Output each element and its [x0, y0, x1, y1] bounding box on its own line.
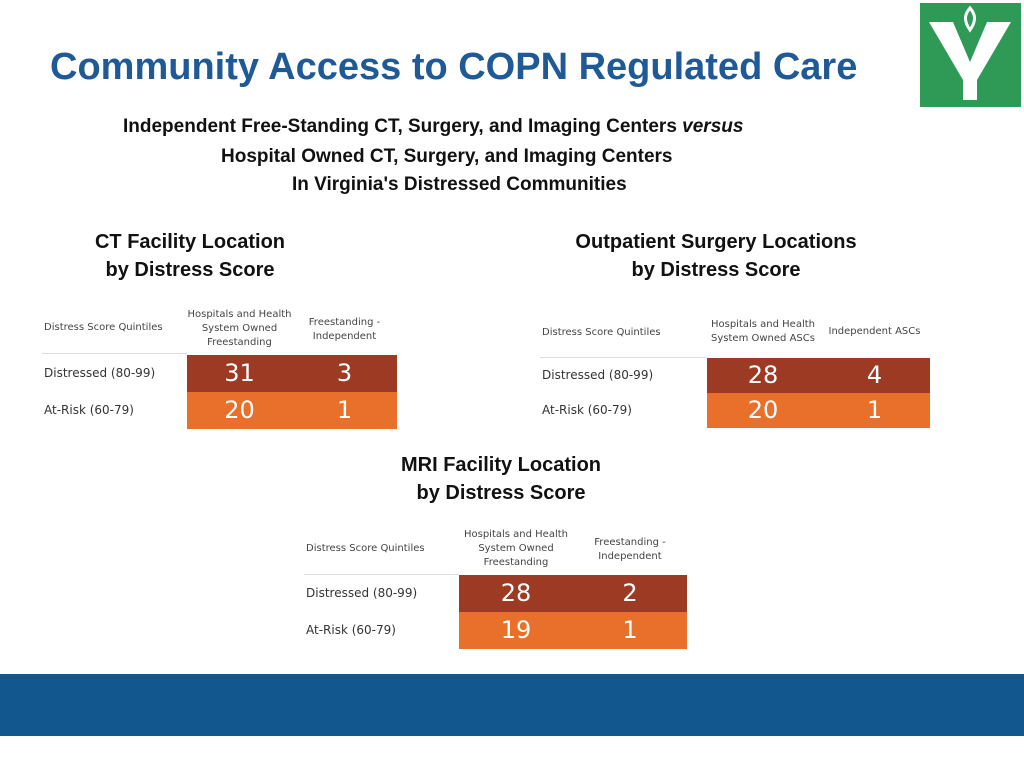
- surgery-title-line-2: by Distress Score: [631, 259, 801, 281]
- column-header-line: Freestanding -: [594, 537, 666, 548]
- subtitle-line-1-main: Independent Free-Standing CT, Surgery, a…: [123, 116, 683, 137]
- data-cell-value: 1: [336, 396, 353, 424]
- footer-bar: [0, 674, 1024, 736]
- row-label: At-Risk (60-79): [542, 402, 632, 417]
- column-header-line: Hospitals and Health: [187, 309, 292, 320]
- row-band: [459, 612, 687, 649]
- subtitle-line-2: Hospital Owned CT, Surgery, and Imaging …: [221, 146, 673, 167]
- row-label: Distressed (80-99): [306, 585, 418, 600]
- mri-title-line-1: MRI Facility Location: [400, 454, 602, 476]
- ct-facility-table: Distress Score Quintiles Hospitals and He…: [42, 300, 397, 429]
- row-band: [187, 392, 397, 429]
- column-header-line: Hospitals and Health: [463, 529, 569, 540]
- ct-title-line-2: by Distress Score: [105, 259, 275, 281]
- subtitle-line-1: Independent Free-Standing CT, Surgery, a…: [123, 116, 743, 138]
- column-header-line: Freestanding -: [308, 317, 381, 328]
- column-header: Hospitals and Health System Owned Freestan…: [459, 528, 573, 570]
- mri-title-line-2: by Distress Score: [416, 482, 586, 504]
- column-header-line: System Owned: [478, 543, 554, 554]
- data-cell-value: 19: [500, 616, 532, 644]
- mri-facility-table: Distress Score Quintiles Hospitals and He…: [304, 522, 687, 649]
- row-label: At-Risk (60-79): [306, 622, 396, 637]
- data-cell-value: 2: [622, 579, 638, 607]
- column-header-line: System Owned ASCs: [711, 333, 815, 344]
- row-label: Distressed (80-99): [44, 365, 156, 380]
- column-header: Hospitals and Health System Owned Freestan…: [187, 308, 292, 350]
- row-band: [707, 358, 930, 393]
- row-label: Distressed (80-99): [542, 367, 654, 382]
- column-header-line: Independent: [598, 551, 662, 562]
- data-cell-value: 20: [747, 396, 779, 424]
- data-cell-value: 4: [866, 361, 883, 389]
- row-band: [187, 355, 397, 392]
- column-header-line: Independent: [312, 331, 377, 342]
- column-header-line: Hospitals and Health: [710, 319, 816, 330]
- ct-section-title: CT Facility Location by Distress Score: [70, 228, 310, 284]
- data-cell-value: 31: [224, 359, 255, 387]
- column-header-line: Independent ASCs: [828, 326, 921, 337]
- brand-logo: [917, 0, 1024, 110]
- column-header-line: System Owned: [201, 323, 278, 334]
- row-header-label: Distress Score Quintiles: [44, 322, 163, 333]
- header-separator: [540, 357, 707, 358]
- surgery-title-line-1: Outpatient Surgery Locations: [575, 231, 857, 253]
- data-cell-value: 28: [500, 579, 532, 607]
- column-header: Freestanding - Independent: [573, 536, 687, 564]
- surgery-location-table: Distress Score Quintiles Hospitals and He…: [540, 308, 930, 428]
- column-header: Independent ASCs: [819, 325, 930, 339]
- data-cell-value: 28: [747, 361, 779, 389]
- ct-title-line-1: CT Facility Location: [94, 231, 286, 253]
- column-header-line: Freestanding: [483, 557, 549, 568]
- data-cell-value: 20: [224, 396, 255, 424]
- data-cell-value: 1: [622, 616, 638, 644]
- column-header: Freestanding - Independent: [292, 316, 397, 344]
- row-band: [459, 575, 687, 612]
- page-title: Community Access to COPN Regulated Care: [50, 46, 858, 88]
- column-header-line: Freestanding: [207, 337, 272, 348]
- row-header-label: Distress Score Quintiles: [542, 327, 661, 338]
- surgery-section-title: Outpatient Surgery Locations by Distress…: [540, 228, 892, 284]
- subtitle-line-1-emphasis: versus: [682, 116, 744, 137]
- row-band: [707, 393, 930, 428]
- header-separator: [304, 574, 459, 575]
- data-cell-value: 3: [336, 359, 353, 387]
- column-header: Hospitals and Health System Owned ASCs: [707, 318, 819, 346]
- row-label: At-Risk (60-79): [44, 402, 134, 417]
- mri-section-title: MRI Facility Location by Distress Score: [370, 451, 632, 507]
- data-cell-value: 1: [866, 396, 883, 424]
- y-logo-icon: [929, 5, 1011, 100]
- header-separator: [42, 353, 187, 354]
- row-header-label: Distress Score Quintiles: [306, 543, 425, 554]
- subtitle-line-3: In Virginia's Distressed Communities: [292, 174, 627, 195]
